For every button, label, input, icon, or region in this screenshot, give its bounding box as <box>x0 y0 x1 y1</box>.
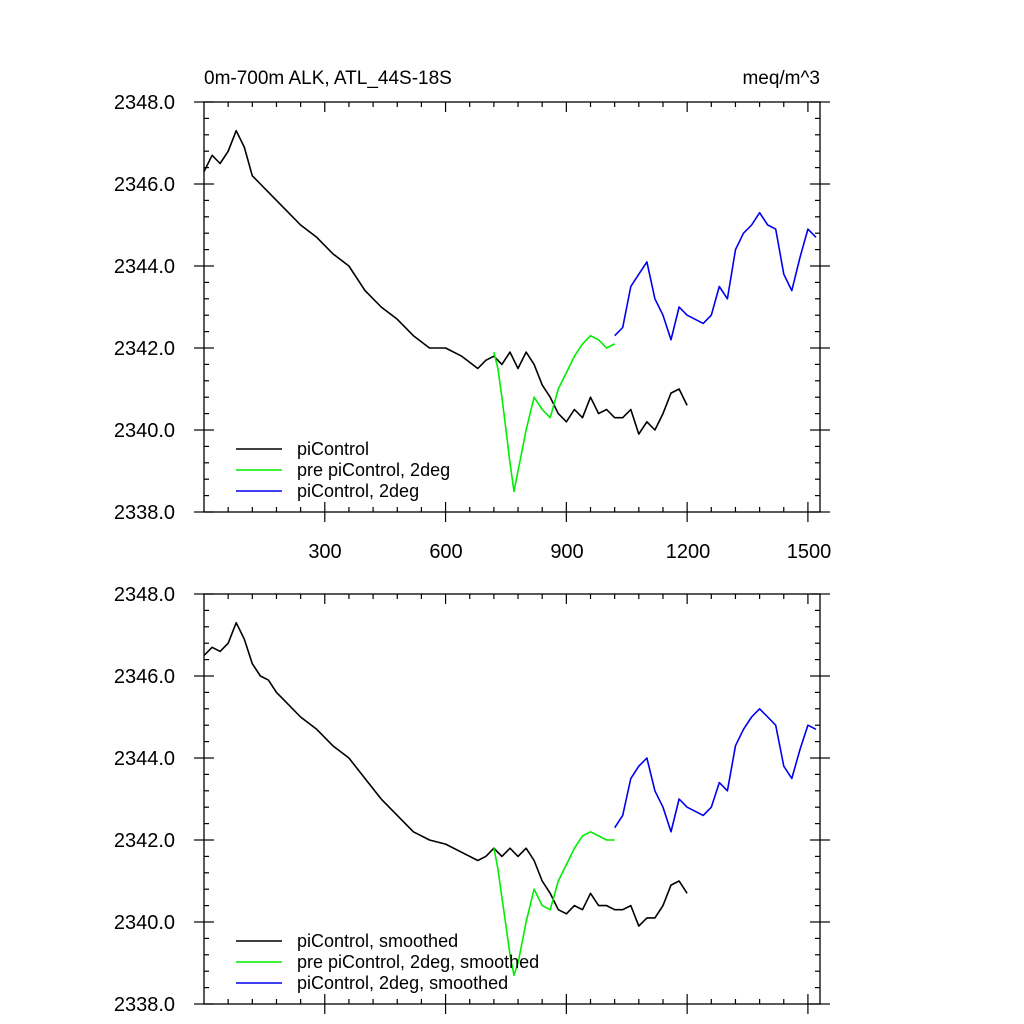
bottom-ytick-label: 2342.0 <box>114 830 175 852</box>
bottom-series-line-2 <box>614 707 817 833</box>
top-axes-ticks <box>194 101 830 522</box>
top-xtick-label: 300 <box>308 541 341 563</box>
bottom-ytick-label: 2346.0 <box>114 666 175 688</box>
bottom-ytick-label: 2344.0 <box>114 748 175 770</box>
top-xtick-label: 900 <box>550 541 583 563</box>
legend-label: piControl, 2deg <box>297 481 419 501</box>
legend-label: pre piControl, 2deg, smoothed <box>297 952 539 972</box>
bottom-plot-frame <box>203 593 821 1005</box>
bottom-ytick-label: 2348.0 <box>114 584 175 606</box>
chart-title: 0m-700m ALK, ATL_44S-18S <box>204 68 452 89</box>
top-series-line-0 <box>203 129 688 435</box>
top-legend: piControl pre piControl, 2deg piControl,… <box>236 439 450 501</box>
top-ytick-label: 2340.0 <box>114 420 175 442</box>
top-panel: 0m-700m ALK, ATL_44S-18S meq/m^3 2348.0 … <box>114 68 831 563</box>
top-series-line-1 <box>493 334 616 493</box>
legend-label: piControl <box>297 439 369 459</box>
bottom-series-group <box>203 621 817 977</box>
bottom-series-line-1 <box>493 830 615 977</box>
top-plot-frame <box>203 101 821 513</box>
top-ytick-label: 2348.0 <box>114 92 175 114</box>
legend-label: pre piControl, 2deg <box>297 460 450 480</box>
top-ytick-label: 2346.0 <box>114 174 175 196</box>
top-xtick-label: 600 <box>429 541 462 563</box>
top-ytick-label: 2342.0 <box>114 338 175 360</box>
bottom-ytick-label: 2340.0 <box>114 912 175 934</box>
top-ytick-label: 2344.0 <box>114 256 175 278</box>
units-label: meq/m^3 <box>742 68 820 89</box>
top-ytick-label: 2338.0 <box>114 502 175 524</box>
bottom-series-line-0 <box>203 621 688 927</box>
bottom-ytick-label: 2338.0 <box>114 994 175 1016</box>
top-xtick-label: 1500 <box>787 541 832 563</box>
bottom-panel: 2348.0 2346.0 2344.0 2342.0 2340.0 2338.… <box>114 584 830 1016</box>
legend-label: piControl, 2deg, smoothed <box>297 973 508 993</box>
top-series-line-2 <box>614 211 817 341</box>
top-xtick-label: 1200 <box>666 541 711 563</box>
legend-label: piControl, smoothed <box>297 931 458 951</box>
top-series-group <box>203 129 817 493</box>
bottom-axes-ticks <box>194 593 830 1014</box>
bottom-legend: piControl, smoothed pre piControl, 2deg,… <box>236 931 539 993</box>
